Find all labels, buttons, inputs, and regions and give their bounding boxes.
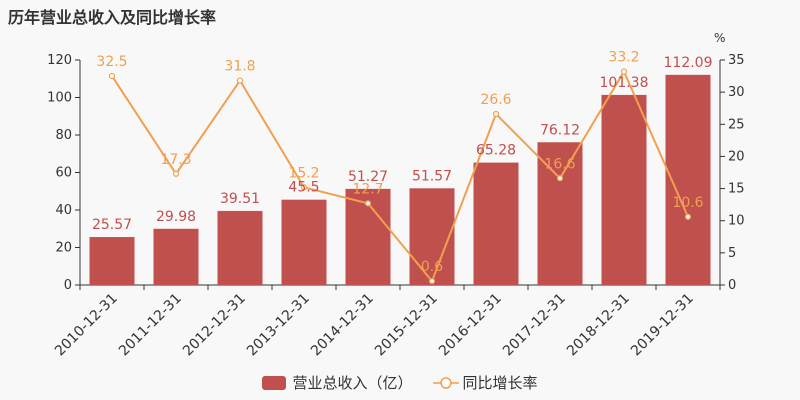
legend-item-growth[interactable]: 同比增长率 [432,372,538,393]
line-data-label: 10.6 [672,195,703,211]
x-tick-label: 2019-12-31 [628,291,697,360]
line-point [300,184,308,191]
line-point [492,110,500,118]
bar-data-label: 76.12 [540,122,580,138]
y-tick-label-right: 10 [728,214,745,229]
y-tick-label-left: 100 [47,91,72,106]
y-tick-label-left: 80 [55,128,72,143]
line-point [684,213,692,220]
y-tick-label-left: 20 [55,241,72,256]
x-tick-label: 2016-12-31 [436,291,505,360]
bar [281,199,327,285]
y-tick-label-left: 60 [55,166,72,181]
line-point [108,72,116,80]
bar-data-label: 51.27 [348,169,388,185]
y-tick-label-right: 15 [728,182,745,197]
legend-bar-swatch-icon [262,375,287,390]
line-point [620,68,628,75]
y-tick-label-right: 5 [728,246,736,261]
x-tick-label: 2017-12-31 [500,291,569,360]
y-tick-label-left: 0 [64,278,72,293]
x-tick-label: 2014-12-31 [308,291,377,360]
bar [409,188,455,285]
bar-data-label: 29.98 [156,209,196,225]
bar [665,74,711,285]
legend-line-swatch-icon [432,376,459,389]
line-data-label: 17.3 [160,152,191,168]
bar [537,142,583,285]
bar-data-label: 65.28 [476,143,516,159]
line-data-label: 12.7 [352,181,383,197]
y-tick-label-right: 30 [728,85,745,100]
y-tick-label-left: 40 [55,203,72,218]
x-tick-label: 2012-12-31 [180,291,249,360]
bar [601,94,647,285]
line-data-label: 31.8 [224,59,255,75]
line-point [172,170,180,177]
bar-data-label: 112.09 [664,55,713,71]
bar-data-label: 25.57 [92,217,132,233]
bar-data-label: 45.5 [288,180,319,196]
bar-data-label: 51.57 [412,168,452,184]
line-data-label: 15.2 [288,165,319,181]
legend-label-revenue: 营业总收入（亿） [292,374,413,392]
bar [153,228,199,285]
growth-line [111,69,689,284]
line-data-label: 33.2 [608,50,639,66]
y-tick-label-right: 20 [728,149,745,164]
line-point [556,175,564,182]
line-data-label: 26.6 [480,92,511,108]
y-tick-label-right: 25 [728,117,745,132]
line-point [364,200,372,207]
y-tick-label-right: 0 [728,278,736,293]
line-point [428,278,436,285]
bar [473,162,519,285]
y-tick-label-left: 120 [47,53,72,68]
bar [217,210,263,285]
legend: 营业总收入（亿） 同比增长率 [0,372,800,393]
y-tick-label-right: 35 [728,53,745,68]
x-tick-label: 2015-12-31 [372,291,441,360]
x-tick-label: 2010-12-31 [52,291,121,360]
line-data-label: 16.6 [544,156,575,172]
bar-data-label: 101.38 [600,75,649,91]
line-data-label: 0.6 [421,259,443,275]
x-tick-label: 2018-12-31 [564,291,633,360]
bar-data-label: 39.51 [220,191,260,207]
chart-title: 历年营业总收入及同比增长率 [8,8,217,27]
bar [89,237,135,285]
x-tick-label: 2013-12-31 [244,291,313,360]
line-data-label: 32.5 [96,54,127,70]
line-point [236,77,244,84]
x-tick-label: 2011-12-31 [116,291,185,360]
legend-label-growth: 同比增长率 [462,374,538,392]
y-axis-right-unit: % [714,31,725,45]
legend-item-revenue[interactable]: 营业总收入（亿） [262,372,413,393]
